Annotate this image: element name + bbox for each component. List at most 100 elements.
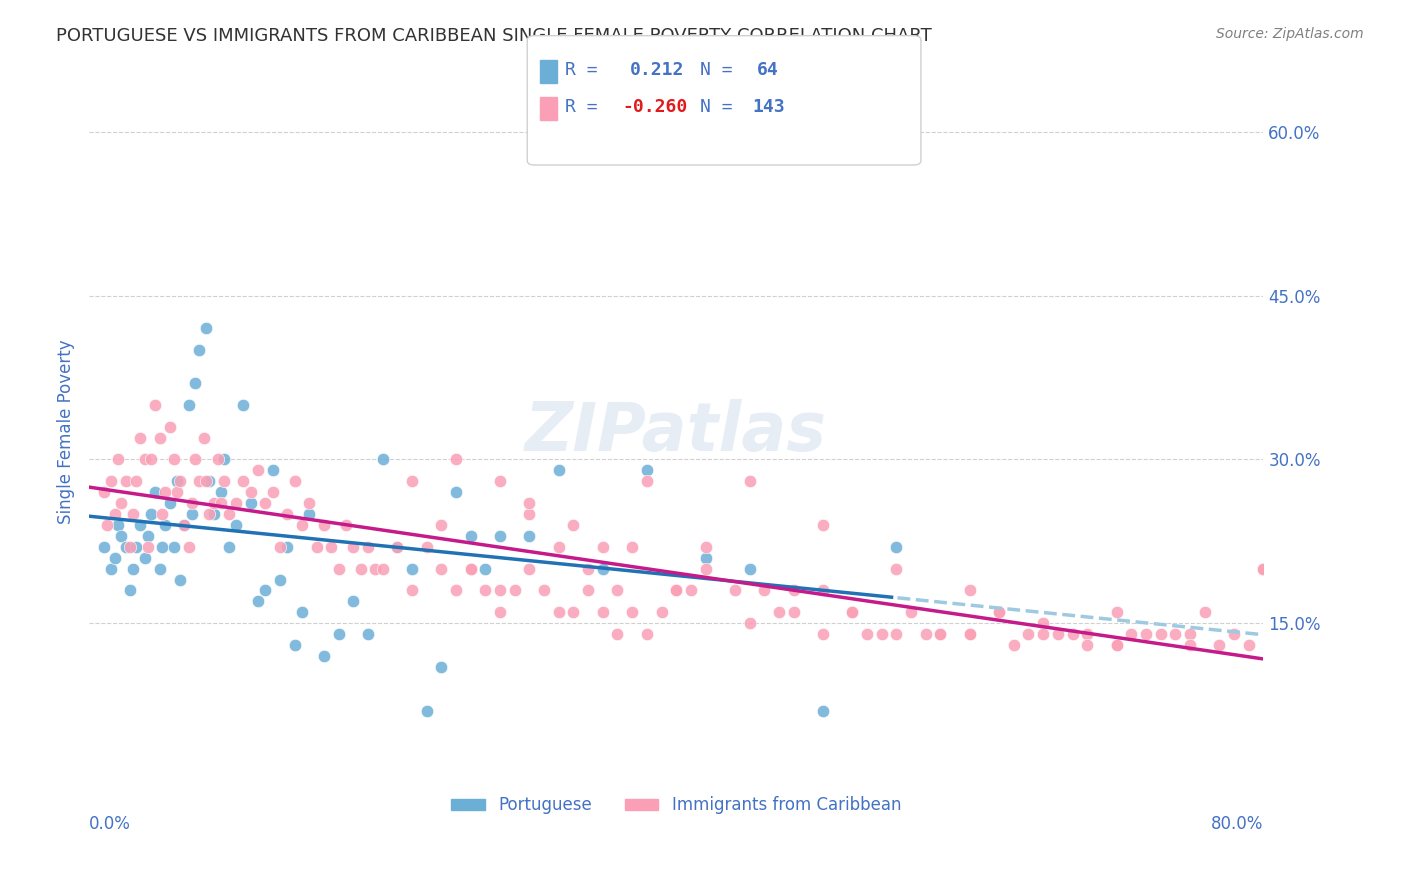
Point bbox=[1076, 627, 1098, 641]
Point bbox=[679, 583, 702, 598]
Point bbox=[1178, 627, 1201, 641]
Point bbox=[562, 605, 585, 619]
Point bbox=[312, 518, 335, 533]
Point bbox=[202, 507, 225, 521]
Point bbox=[321, 540, 343, 554]
Point bbox=[460, 561, 482, 575]
Point bbox=[239, 485, 262, 500]
Point bbox=[163, 540, 186, 554]
Point bbox=[291, 518, 314, 533]
Point bbox=[782, 605, 804, 619]
Point bbox=[335, 518, 357, 533]
Point bbox=[988, 605, 1011, 619]
Point bbox=[738, 616, 761, 631]
Point bbox=[202, 496, 225, 510]
Point bbox=[276, 507, 298, 521]
Point bbox=[177, 398, 200, 412]
Point bbox=[576, 561, 599, 575]
Point bbox=[519, 529, 541, 543]
Point bbox=[444, 452, 467, 467]
Point bbox=[139, 507, 162, 521]
Point bbox=[621, 540, 644, 554]
Point bbox=[1237, 638, 1260, 652]
Text: R =: R = bbox=[565, 98, 598, 116]
Point bbox=[371, 561, 394, 575]
Text: N =: N = bbox=[700, 98, 733, 116]
Point bbox=[1046, 627, 1069, 641]
Point bbox=[592, 561, 614, 575]
Point bbox=[959, 627, 981, 641]
Point bbox=[547, 540, 569, 554]
Point bbox=[139, 452, 162, 467]
Point bbox=[489, 605, 512, 619]
Point bbox=[342, 594, 364, 608]
Point bbox=[218, 540, 240, 554]
Point bbox=[811, 518, 834, 533]
Text: R =: R = bbox=[565, 61, 598, 78]
Point bbox=[460, 561, 482, 575]
Text: 0.212: 0.212 bbox=[630, 61, 685, 78]
Point bbox=[636, 475, 658, 489]
Point bbox=[474, 583, 496, 598]
Point bbox=[198, 475, 221, 489]
Point bbox=[754, 583, 776, 598]
Point bbox=[184, 452, 207, 467]
Point bbox=[503, 583, 526, 598]
Point bbox=[134, 452, 156, 467]
Point bbox=[184, 376, 207, 390]
Point bbox=[606, 627, 628, 641]
Point bbox=[120, 540, 142, 554]
Point bbox=[1178, 638, 1201, 652]
Text: PORTUGUESE VS IMMIGRANTS FROM CARIBBEAN SINGLE FEMALE POVERTY CORRELATION CHART: PORTUGUESE VS IMMIGRANTS FROM CARIBBEAN … bbox=[56, 27, 932, 45]
Point bbox=[120, 583, 142, 598]
Point bbox=[129, 518, 152, 533]
Point bbox=[166, 485, 188, 500]
Point bbox=[357, 540, 380, 554]
Point bbox=[169, 573, 191, 587]
Point bbox=[430, 561, 453, 575]
Point bbox=[100, 475, 122, 489]
Point bbox=[665, 583, 688, 598]
Point bbox=[209, 496, 232, 510]
Point bbox=[276, 540, 298, 554]
Point bbox=[415, 540, 437, 554]
Point bbox=[1223, 627, 1246, 641]
Point bbox=[1149, 627, 1171, 641]
Point bbox=[152, 540, 174, 554]
Point bbox=[328, 561, 350, 575]
Point bbox=[209, 485, 232, 500]
Point bbox=[724, 583, 747, 598]
Point bbox=[489, 583, 512, 598]
Point bbox=[886, 540, 908, 554]
Point bbox=[444, 485, 467, 500]
Point bbox=[959, 583, 981, 598]
Point bbox=[489, 475, 512, 489]
Point bbox=[93, 485, 115, 500]
Point bbox=[387, 540, 409, 554]
Point bbox=[166, 475, 188, 489]
Point bbox=[312, 648, 335, 663]
Point bbox=[1121, 627, 1143, 641]
Point bbox=[1032, 627, 1054, 641]
Point bbox=[1253, 561, 1275, 575]
Point bbox=[460, 529, 482, 543]
Point bbox=[959, 627, 981, 641]
Text: ZIPatlas: ZIPatlas bbox=[526, 400, 827, 466]
Point bbox=[298, 507, 321, 521]
Point bbox=[114, 475, 136, 489]
Point bbox=[811, 627, 834, 641]
Point bbox=[246, 594, 269, 608]
Point bbox=[155, 485, 177, 500]
Point bbox=[886, 561, 908, 575]
Point bbox=[129, 431, 152, 445]
Point bbox=[870, 627, 893, 641]
Point bbox=[212, 452, 235, 467]
Point bbox=[1194, 605, 1216, 619]
Point bbox=[100, 561, 122, 575]
Point bbox=[143, 485, 166, 500]
Point bbox=[180, 496, 202, 510]
Point bbox=[562, 518, 585, 533]
Text: N =: N = bbox=[700, 61, 733, 78]
Point bbox=[262, 463, 284, 477]
Point bbox=[576, 583, 599, 598]
